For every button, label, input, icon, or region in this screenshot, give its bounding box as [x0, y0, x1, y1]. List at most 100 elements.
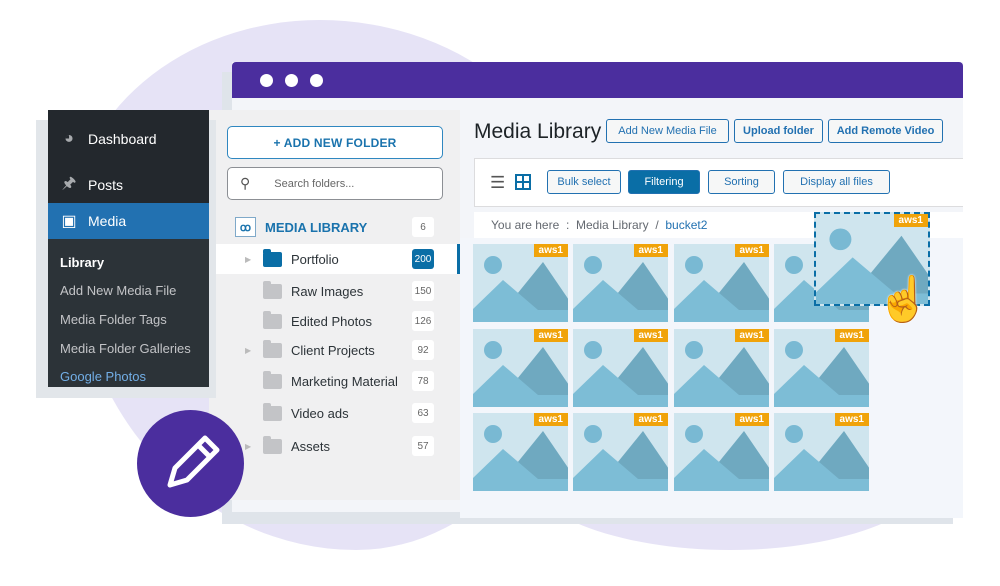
- title-bar: [232, 62, 963, 98]
- folder-count: 126: [412, 311, 434, 331]
- submenu-google-photos[interactable]: Google Photos: [60, 369, 147, 384]
- storage-badge: aws1: [834, 413, 869, 426]
- storage-badge: aws1: [834, 329, 869, 342]
- folder-count: 78: [412, 371, 434, 391]
- folder-item[interactable]: Raw Images 150: [209, 276, 460, 306]
- storage-badge: aws1: [633, 244, 668, 257]
- window-dot[interactable]: [260, 74, 273, 87]
- image-placeholder-icon: [674, 256, 769, 322]
- menu-item-media[interactable]: ▣ Media: [48, 203, 209, 239]
- window-dot[interactable]: [310, 74, 323, 87]
- folder-icon: [263, 280, 282, 299]
- media-icon: ▣: [61, 213, 77, 230]
- display-all-files-button[interactable]: Display all files: [783, 170, 890, 194]
- add-new-media-file-button[interactable]: Add New Media File: [606, 119, 729, 143]
- folder-name: Raw Images: [291, 283, 364, 299]
- image-placeholder-icon: [774, 425, 869, 491]
- storage-badge: aws1: [633, 329, 668, 342]
- image-placeholder-icon: [774, 341, 869, 407]
- folder-icon: [263, 435, 282, 454]
- storage-badge: aws1: [734, 244, 769, 257]
- hand-cursor-icon: ☝: [876, 275, 931, 324]
- edit-badge: [137, 410, 244, 517]
- dragged-media-thumbnail[interactable]: aws1: [814, 212, 930, 306]
- breadcrumb-current[interactable]: bucket2: [665, 218, 708, 232]
- media-thumbnail[interactable]: aws1: [473, 329, 568, 407]
- folder-name: Portfolio: [291, 251, 339, 267]
- media-thumbnail[interactable]: aws1: [774, 329, 869, 407]
- sorting-button[interactable]: Sorting: [708, 170, 775, 194]
- media-thumbnail[interactable]: aws1: [573, 329, 668, 407]
- storage-badge: aws1: [633, 413, 668, 426]
- media-thumbnail[interactable]: aws1: [674, 329, 769, 407]
- grid-view-icon[interactable]: [515, 174, 531, 190]
- folder-name: Assets: [291, 438, 331, 454]
- page-title: Media Library: [474, 120, 602, 143]
- submenu-media-folder-tags[interactable]: Media Folder Tags: [60, 312, 167, 327]
- folder-count: 63: [412, 403, 434, 423]
- media-submenu: Library Add New Media File Media Folder …: [48, 239, 209, 387]
- search-placeholder: Search folders...: [274, 177, 355, 190]
- list-view-icon[interactable]: ☰: [490, 173, 506, 192]
- folder-item[interactable]: ▶ Assets 57: [209, 431, 460, 461]
- folder-item[interactable]: ▶ Portfolio 200: [209, 244, 460, 274]
- media-thumbnail[interactable]: aws1: [674, 244, 769, 322]
- image-placeholder-icon: [573, 256, 668, 322]
- folder-icon: [263, 248, 282, 267]
- submenu-add-new-media-file[interactable]: Add New Media File: [60, 283, 177, 298]
- expand-arrow-icon[interactable]: ▶: [245, 254, 252, 264]
- expand-arrow-icon[interactable]: ▶: [245, 441, 252, 451]
- folder-item[interactable]: Edited Photos 126: [209, 306, 460, 336]
- menu-label: Posts: [88, 177, 124, 193]
- image-placeholder-icon: [816, 228, 928, 304]
- image-placeholder-icon: [473, 341, 568, 407]
- folder-item[interactable]: Video ads 63: [209, 398, 460, 428]
- menu-item-dashboard[interactable]: ◕ Dashboard: [48, 121, 209, 157]
- folder-icon: [263, 370, 282, 389]
- storage-badge: aws1: [533, 329, 568, 342]
- storage-badge: aws1: [734, 329, 769, 342]
- dashboard-icon: ◕: [64, 130, 74, 147]
- pin-icon: 🖈: [61, 174, 77, 192]
- filtering-button[interactable]: Filtering: [628, 170, 700, 194]
- folder-count: 92: [412, 340, 434, 360]
- folder-item[interactable]: Marketing Material 78: [209, 366, 460, 396]
- add-remote-video-button[interactable]: Add Remote Video: [828, 119, 943, 143]
- search-icon: ⚲: [240, 175, 251, 191]
- submenu-library[interactable]: Library: [60, 255, 105, 270]
- expand-arrow-icon[interactable]: ▶: [245, 345, 252, 355]
- media-thumbnail[interactable]: aws1: [674, 413, 769, 491]
- submenu-media-folder-galleries[interactable]: Media Folder Galleries: [60, 341, 191, 356]
- media-thumbnail[interactable]: aws1: [573, 413, 668, 491]
- search-folders-input[interactable]: ⚲ Search folders...: [227, 167, 443, 200]
- folder-name: Client Projects: [291, 342, 375, 358]
- storage-badge: aws1: [734, 413, 769, 426]
- media-thumbnail[interactable]: aws1: [774, 413, 869, 491]
- storage-badge: aws1: [893, 214, 928, 227]
- folder-count: 6: [412, 217, 434, 237]
- media-thumbnail[interactable]: aws1: [573, 244, 668, 322]
- add-new-folder-button[interactable]: + ADD NEW FOLDER: [227, 126, 443, 159]
- folder-count: 200: [412, 249, 434, 269]
- media-library-logo-icon: ꝏ: [235, 217, 256, 237]
- upload-folder-button[interactable]: Upload folder: [734, 119, 823, 143]
- image-placeholder-icon: [573, 341, 668, 407]
- folder-item[interactable]: ▶ Client Projects 92: [209, 335, 460, 365]
- image-placeholder-icon: [473, 256, 568, 322]
- folder-root-media-library[interactable]: ꝏ MEDIA LIBRARY 6: [209, 212, 460, 242]
- folder-panel: + ADD NEW FOLDER ⚲ Search folders... ꝏ M…: [209, 110, 460, 500]
- folder-count: 150: [412, 281, 434, 301]
- media-thumbnail[interactable]: aws1: [473, 244, 568, 322]
- bulk-select-button[interactable]: Bulk select: [547, 170, 621, 194]
- menu-item-posts[interactable]: 🖈 Posts: [48, 167, 209, 203]
- storage-badge: aws1: [533, 244, 568, 257]
- storage-badge: aws1: [533, 413, 568, 426]
- folder-name: Marketing Material: [291, 373, 398, 389]
- window-dot[interactable]: [285, 74, 298, 87]
- image-placeholder-icon: [674, 425, 769, 491]
- image-placeholder-icon: [473, 425, 568, 491]
- folder-icon: [263, 339, 282, 358]
- menu-label: Dashboard: [88, 131, 157, 147]
- media-thumbnail[interactable]: aws1: [473, 413, 568, 491]
- breadcrumb-root[interactable]: Media Library: [575, 218, 649, 232]
